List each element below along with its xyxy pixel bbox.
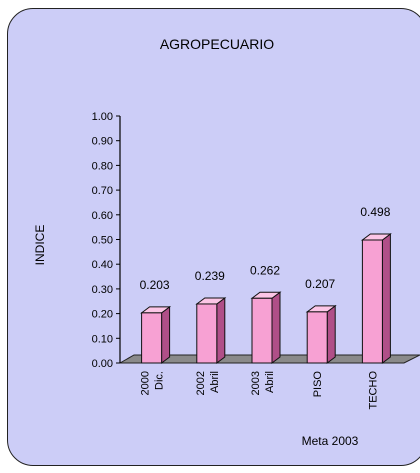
category-label: PISO [312, 371, 324, 398]
y-tick-label: 0.60 [92, 210, 113, 222]
y-tick-label: 0.40 [92, 259, 113, 271]
data-label: 0.239 [195, 269, 225, 283]
bar-side [161, 305, 171, 364]
bar-side [326, 304, 336, 364]
bar-side [271, 291, 281, 364]
y-tick-label: 0.20 [92, 309, 113, 321]
data-label: 0.498 [360, 205, 390, 219]
category-label: Abril [209, 371, 221, 393]
bar-front [141, 312, 163, 364]
y-tick-label: 0.00 [92, 358, 113, 370]
y-tick-label: 0.80 [92, 160, 113, 172]
category-label: 2002 [195, 371, 207, 395]
bar-front [251, 297, 273, 364]
bar [250, 291, 282, 364]
bar-front [361, 239, 383, 364]
x-axis-label: Meta 2003 [302, 434, 359, 448]
bar-front [196, 303, 218, 364]
category-label: Abril [264, 371, 276, 393]
chart-title: AGROPECUARIO [160, 36, 274, 52]
y-tick-label: 0.10 [92, 333, 113, 345]
category-label: 2003 [250, 371, 262, 395]
category-label: TECHO [367, 371, 379, 410]
data-label: 0.207 [305, 277, 335, 291]
bar-side [381, 232, 391, 364]
bar-side [216, 296, 226, 364]
y-tick-label: 0.90 [92, 136, 113, 148]
y-axis-label: INDICE [33, 225, 47, 266]
category-label: 2000 [140, 371, 152, 395]
category-label: Dic. [154, 371, 166, 390]
bar [360, 232, 392, 364]
y-tick-label: 1.00 [92, 111, 113, 123]
y-tick-label: 0.50 [92, 235, 113, 247]
chart-panel [7, 8, 420, 466]
bar-front [306, 311, 328, 364]
data-label: 0.262 [250, 263, 280, 277]
bar [140, 305, 172, 364]
y-tick-label: 0.70 [92, 185, 113, 197]
y-tick-label: 0.30 [92, 284, 113, 296]
data-label: 0.203 [140, 278, 170, 292]
bar [305, 304, 337, 364]
bar [195, 296, 227, 364]
